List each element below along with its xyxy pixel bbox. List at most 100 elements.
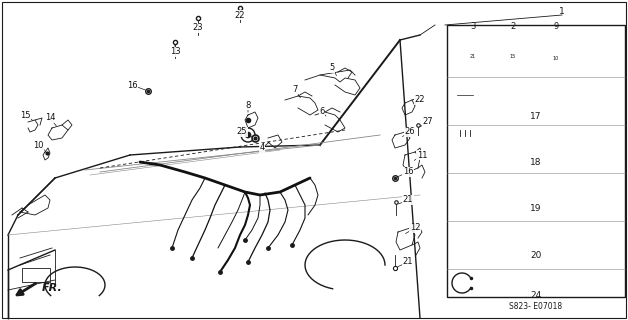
Bar xyxy=(576,37,582,42)
Bar xyxy=(516,38,521,48)
Text: 23: 23 xyxy=(193,23,203,33)
Bar xyxy=(503,187,508,197)
Bar xyxy=(477,234,532,248)
Bar xyxy=(481,93,487,107)
Bar xyxy=(472,138,517,156)
Bar xyxy=(460,143,470,157)
Bar xyxy=(490,140,496,154)
Bar xyxy=(546,53,564,62)
Text: 24: 24 xyxy=(531,291,541,300)
Bar xyxy=(515,236,522,246)
Text: 15: 15 xyxy=(19,110,30,119)
Bar xyxy=(471,280,536,286)
Bar xyxy=(487,187,492,197)
Text: 15: 15 xyxy=(510,54,516,60)
Bar xyxy=(469,185,529,199)
Bar xyxy=(522,142,540,152)
Bar xyxy=(544,40,568,51)
Circle shape xyxy=(245,132,251,138)
Text: 25: 25 xyxy=(237,127,247,137)
Bar xyxy=(461,37,485,49)
Bar xyxy=(576,51,582,56)
Text: 21: 21 xyxy=(403,258,413,267)
Bar xyxy=(536,234,554,246)
Bar xyxy=(534,280,550,286)
Bar xyxy=(509,38,514,48)
Bar xyxy=(511,187,516,197)
Bar xyxy=(489,93,495,107)
Text: 10: 10 xyxy=(33,140,43,149)
Text: 19: 19 xyxy=(530,204,542,213)
Bar xyxy=(488,236,495,246)
Bar xyxy=(592,37,598,42)
Text: 10: 10 xyxy=(553,55,559,60)
Bar xyxy=(584,37,590,42)
Bar xyxy=(463,51,481,61)
Text: 12: 12 xyxy=(409,223,420,233)
Bar xyxy=(473,93,479,107)
Circle shape xyxy=(455,228,479,252)
Bar xyxy=(559,41,564,50)
Bar xyxy=(534,232,556,248)
Bar xyxy=(574,35,614,67)
Bar xyxy=(503,51,521,61)
Bar xyxy=(502,38,507,48)
Bar xyxy=(447,25,625,297)
Bar xyxy=(459,236,475,244)
Bar xyxy=(533,186,549,198)
Bar xyxy=(461,95,469,111)
Bar xyxy=(584,44,590,49)
Bar xyxy=(469,38,474,48)
Text: 17: 17 xyxy=(530,112,542,121)
Text: 2: 2 xyxy=(511,22,516,31)
Text: 3: 3 xyxy=(470,22,475,31)
Bar xyxy=(521,95,539,105)
Bar xyxy=(542,38,570,64)
Bar xyxy=(479,187,484,197)
Ellipse shape xyxy=(456,185,474,197)
Text: 26: 26 xyxy=(404,127,415,137)
Text: 18: 18 xyxy=(530,158,542,167)
Bar xyxy=(545,41,550,50)
Bar xyxy=(506,140,512,154)
Bar xyxy=(520,140,542,154)
Bar xyxy=(600,58,606,63)
Ellipse shape xyxy=(455,89,475,101)
Bar xyxy=(476,38,481,48)
Bar xyxy=(474,140,480,154)
Text: 9: 9 xyxy=(553,22,559,31)
Bar xyxy=(471,187,476,197)
Text: 8: 8 xyxy=(246,100,251,109)
Text: 11: 11 xyxy=(417,150,427,159)
Bar xyxy=(519,93,541,107)
Text: 5: 5 xyxy=(329,63,335,73)
Text: 13: 13 xyxy=(170,47,180,57)
Bar xyxy=(462,237,467,243)
Bar xyxy=(499,35,527,65)
Ellipse shape xyxy=(460,188,470,195)
Text: 7: 7 xyxy=(292,85,298,94)
Text: 16: 16 xyxy=(127,81,138,90)
Bar xyxy=(482,140,488,154)
Bar xyxy=(495,187,500,197)
Text: 1: 1 xyxy=(559,7,565,17)
Bar xyxy=(501,37,525,49)
Bar xyxy=(576,58,582,63)
Text: 22: 22 xyxy=(235,11,246,20)
Bar xyxy=(22,268,50,282)
Bar xyxy=(471,91,516,109)
Bar xyxy=(592,51,598,56)
Bar xyxy=(497,236,504,246)
Bar xyxy=(505,93,511,107)
Text: 14: 14 xyxy=(45,114,55,123)
Bar xyxy=(592,44,598,49)
Text: S823- E07018: S823- E07018 xyxy=(509,302,563,311)
Bar xyxy=(584,51,590,56)
Bar xyxy=(600,37,606,42)
Bar xyxy=(552,41,557,50)
Bar xyxy=(531,184,551,200)
Bar xyxy=(600,44,606,49)
Bar xyxy=(592,58,598,63)
Bar xyxy=(468,237,473,243)
Bar xyxy=(462,38,467,48)
